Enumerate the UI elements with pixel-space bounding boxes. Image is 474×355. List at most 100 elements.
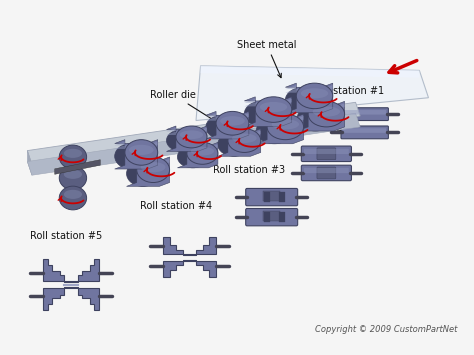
- Polygon shape: [256, 114, 303, 144]
- Bar: [263, 191, 280, 201]
- FancyBboxPatch shape: [304, 149, 349, 154]
- Polygon shape: [177, 142, 218, 168]
- Polygon shape: [232, 121, 245, 130]
- Ellipse shape: [206, 115, 239, 139]
- Text: Roll station #5: Roll station #5: [30, 231, 103, 241]
- Ellipse shape: [64, 190, 82, 199]
- FancyBboxPatch shape: [341, 108, 388, 120]
- Ellipse shape: [308, 102, 345, 127]
- Polygon shape: [27, 151, 32, 175]
- Polygon shape: [218, 129, 261, 156]
- Bar: [279, 212, 285, 222]
- Bar: [264, 192, 270, 202]
- Polygon shape: [196, 66, 428, 120]
- Polygon shape: [27, 102, 360, 164]
- Ellipse shape: [59, 186, 87, 210]
- Polygon shape: [43, 287, 100, 310]
- Polygon shape: [202, 152, 215, 160]
- Ellipse shape: [228, 129, 261, 152]
- Polygon shape: [314, 108, 327, 116]
- Ellipse shape: [220, 116, 245, 126]
- Polygon shape: [273, 120, 285, 129]
- FancyBboxPatch shape: [246, 208, 298, 226]
- Ellipse shape: [125, 140, 158, 165]
- Polygon shape: [285, 83, 333, 113]
- Text: Sheet metal: Sheet metal: [237, 40, 297, 78]
- Ellipse shape: [297, 105, 334, 131]
- Polygon shape: [177, 144, 218, 152]
- Polygon shape: [206, 111, 249, 139]
- Polygon shape: [206, 113, 249, 121]
- Ellipse shape: [59, 166, 87, 190]
- Ellipse shape: [313, 106, 340, 117]
- FancyBboxPatch shape: [341, 126, 388, 139]
- Ellipse shape: [218, 132, 251, 156]
- Polygon shape: [232, 134, 244, 142]
- Bar: [263, 211, 280, 221]
- Polygon shape: [166, 126, 207, 152]
- Polygon shape: [327, 112, 339, 120]
- Text: Roll station #4: Roll station #4: [140, 201, 212, 211]
- Polygon shape: [220, 117, 232, 125]
- Ellipse shape: [176, 126, 207, 148]
- Ellipse shape: [191, 147, 214, 155]
- Text: Roll station #2: Roll station #2: [270, 123, 342, 133]
- Polygon shape: [128, 146, 141, 154]
- FancyBboxPatch shape: [317, 148, 336, 160]
- Ellipse shape: [180, 130, 203, 139]
- Polygon shape: [244, 139, 257, 147]
- Polygon shape: [273, 108, 286, 116]
- Polygon shape: [191, 135, 204, 143]
- Polygon shape: [27, 113, 360, 175]
- Ellipse shape: [267, 114, 303, 140]
- Polygon shape: [127, 157, 170, 186]
- Ellipse shape: [255, 97, 292, 122]
- Polygon shape: [218, 131, 261, 138]
- Polygon shape: [315, 94, 327, 102]
- Ellipse shape: [232, 133, 256, 143]
- Polygon shape: [190, 147, 202, 155]
- Polygon shape: [285, 85, 333, 93]
- Polygon shape: [163, 260, 216, 277]
- Polygon shape: [55, 160, 100, 174]
- Polygon shape: [153, 168, 166, 176]
- Ellipse shape: [216, 111, 249, 135]
- Polygon shape: [201, 66, 419, 78]
- Polygon shape: [127, 159, 170, 166]
- Polygon shape: [297, 102, 345, 131]
- Ellipse shape: [256, 118, 292, 144]
- Ellipse shape: [115, 143, 147, 169]
- Ellipse shape: [260, 102, 287, 112]
- Polygon shape: [163, 237, 216, 255]
- Ellipse shape: [244, 101, 281, 126]
- Polygon shape: [244, 99, 292, 106]
- Ellipse shape: [296, 83, 333, 109]
- Ellipse shape: [137, 157, 170, 182]
- Text: Roller die: Roller die: [150, 90, 218, 123]
- Polygon shape: [302, 89, 315, 98]
- Ellipse shape: [285, 87, 322, 113]
- Ellipse shape: [127, 161, 159, 186]
- Polygon shape: [115, 142, 158, 149]
- Polygon shape: [115, 140, 158, 169]
- Ellipse shape: [166, 130, 198, 152]
- Polygon shape: [297, 103, 345, 111]
- Ellipse shape: [301, 88, 328, 98]
- FancyBboxPatch shape: [343, 110, 386, 115]
- Bar: [264, 212, 270, 222]
- Polygon shape: [43, 259, 100, 282]
- Ellipse shape: [64, 170, 82, 179]
- Ellipse shape: [129, 145, 154, 155]
- Polygon shape: [244, 97, 292, 126]
- Ellipse shape: [187, 142, 218, 164]
- Ellipse shape: [64, 149, 82, 158]
- FancyBboxPatch shape: [246, 189, 298, 206]
- Text: Roll station #1: Roll station #1: [312, 86, 384, 96]
- Bar: [279, 192, 285, 202]
- FancyBboxPatch shape: [301, 146, 351, 162]
- Ellipse shape: [272, 119, 299, 130]
- Text: Roll station #3: Roll station #3: [213, 165, 285, 175]
- Text: Copyright © 2009 CustomPartNet: Copyright © 2009 CustomPartNet: [315, 325, 457, 334]
- FancyBboxPatch shape: [304, 168, 349, 173]
- Polygon shape: [285, 125, 298, 133]
